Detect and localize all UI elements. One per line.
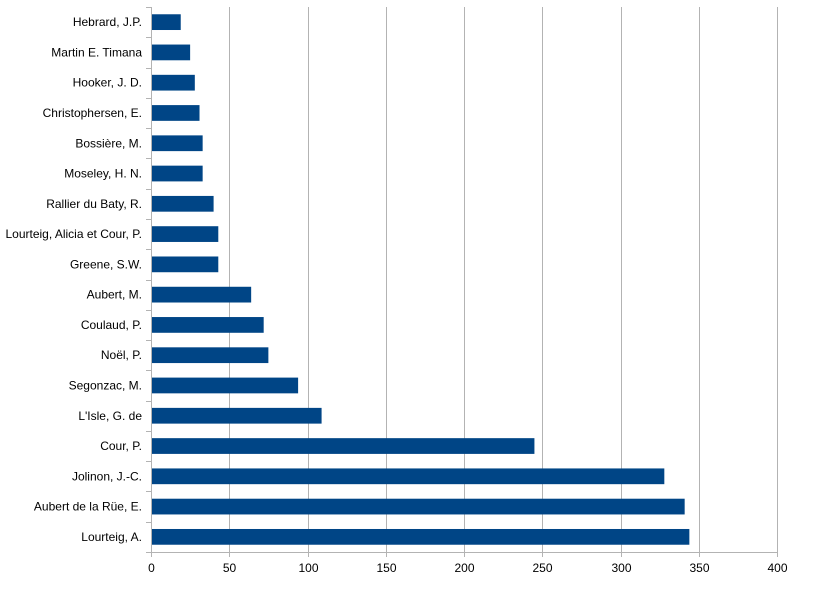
category-label: Christophersen, E. xyxy=(43,106,142,120)
category-label: Aubert, M. xyxy=(87,288,142,302)
bar xyxy=(151,195,214,212)
category-label: Hooker, J. D. xyxy=(73,76,142,90)
bar xyxy=(151,135,203,152)
x-axis-tick-labels: 0 50 100 150 200 250 300 350 400 xyxy=(148,561,788,575)
bar xyxy=(151,317,264,333)
category-label: Bossière, M. xyxy=(75,136,142,150)
category-label: Lourteig, Alicia et Cour, P. xyxy=(5,227,142,241)
category-label: Moseley, H. N. xyxy=(64,167,142,181)
bar xyxy=(151,377,299,394)
x-tick-label: 100 xyxy=(298,561,318,575)
x-tick-label: 350 xyxy=(689,561,709,575)
bar xyxy=(151,407,322,424)
bar xyxy=(151,165,203,182)
x-tick-label: 0 xyxy=(148,561,155,575)
bar xyxy=(151,256,219,273)
x-tick-label: 400 xyxy=(767,561,787,575)
bar xyxy=(151,468,665,485)
bar xyxy=(151,74,195,91)
bar xyxy=(151,105,200,121)
gridlines xyxy=(151,7,778,552)
category-label: L'Isle, G. de xyxy=(78,409,142,423)
bar xyxy=(151,44,191,61)
category-label: Aubert de la Rüe, E. xyxy=(34,500,142,514)
x-tick-label: 200 xyxy=(454,561,474,575)
category-label: Jolinon, J.-C. xyxy=(72,469,142,483)
category-label: Segonzac, M. xyxy=(69,378,142,392)
bar xyxy=(151,438,535,454)
category-label: Cour, P. xyxy=(100,439,142,453)
bars xyxy=(151,14,690,545)
x-tick-label: 50 xyxy=(223,561,237,575)
category-label: Rallier du Baty, R. xyxy=(46,197,142,211)
category-label: Hebrard, J.P. xyxy=(73,15,142,29)
bar xyxy=(151,498,685,515)
category-label: Lourteig, A. xyxy=(81,530,142,544)
category-labels: Hebrard, J.P. Martin E. Timana Hooker, J. … xyxy=(5,15,142,544)
axes xyxy=(146,7,778,557)
bar xyxy=(151,347,269,364)
bar xyxy=(151,14,181,31)
category-label: Greene, S.W. xyxy=(70,257,142,271)
x-tick-label: 250 xyxy=(532,561,552,575)
x-tick-label: 300 xyxy=(611,561,631,575)
x-tick-label: 150 xyxy=(376,561,396,575)
category-label: Martin E. Timana xyxy=(51,45,142,59)
category-label: Coulaud, P. xyxy=(81,318,142,332)
bar xyxy=(151,226,219,242)
bar xyxy=(151,286,252,303)
category-label: Noël, P. xyxy=(101,348,142,362)
bar xyxy=(151,528,690,545)
